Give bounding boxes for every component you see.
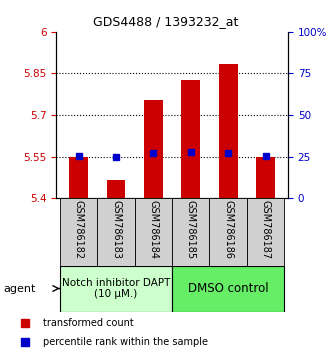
Text: GSM786186: GSM786186 <box>223 200 233 259</box>
Text: GDS4488 / 1393232_at: GDS4488 / 1393232_at <box>93 15 238 28</box>
Bar <box>219 64 238 198</box>
Bar <box>144 100 163 198</box>
Text: transformed count: transformed count <box>43 318 134 329</box>
Text: GSM786187: GSM786187 <box>260 200 270 259</box>
Bar <box>135 198 172 266</box>
Text: GSM786183: GSM786183 <box>111 200 121 259</box>
Bar <box>172 198 210 266</box>
Text: DMSO control: DMSO control <box>188 282 268 295</box>
Bar <box>247 198 284 266</box>
Text: GSM786182: GSM786182 <box>74 200 84 259</box>
Bar <box>181 80 200 198</box>
Bar <box>210 198 247 266</box>
Text: Notch inhibitor DAPT
(10 μM.): Notch inhibitor DAPT (10 μM.) <box>62 278 170 299</box>
Bar <box>256 157 275 198</box>
Bar <box>60 266 172 312</box>
Bar <box>70 157 88 198</box>
Text: agent: agent <box>3 284 36 293</box>
Bar <box>60 198 97 266</box>
Bar <box>172 266 284 312</box>
Text: GSM786185: GSM786185 <box>186 200 196 259</box>
Bar <box>107 180 125 198</box>
Text: GSM786184: GSM786184 <box>148 200 159 259</box>
Bar <box>97 198 135 266</box>
Text: percentile rank within the sample: percentile rank within the sample <box>43 337 208 347</box>
